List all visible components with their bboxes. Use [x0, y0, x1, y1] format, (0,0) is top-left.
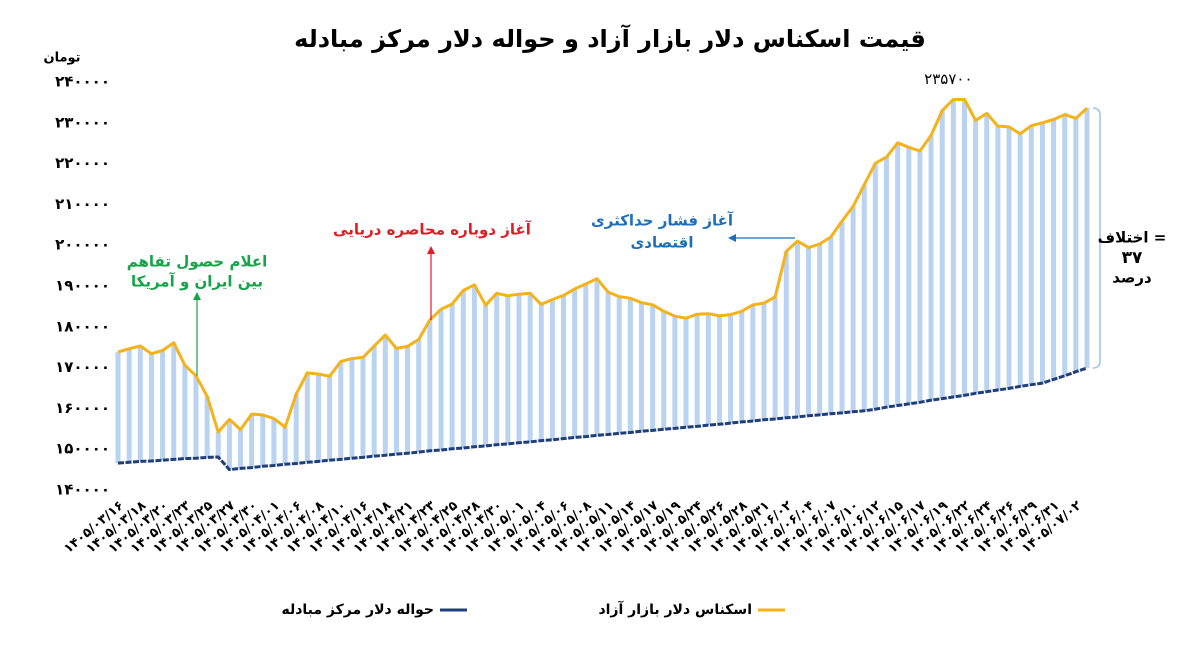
y-tick-label: ۱۷۰۰۰۰: [55, 358, 110, 376]
y-tick-label: ۲۳۰۰۰۰: [55, 113, 110, 131]
legend-label: اسکناس دلار بازار آزاد: [598, 600, 752, 618]
chart-title: قیمت اسکناس دلار بازار آزاد و حواله دلار…: [294, 24, 926, 53]
annotation: آغاز دوباره محاصره دریایی: [333, 221, 532, 239]
y-tick-label: ۲۲۰۰۰۰: [55, 154, 110, 172]
difference-bracket: [1092, 107, 1101, 369]
annotation: ۳۷: [1122, 248, 1143, 268]
arrow-head: [728, 234, 736, 242]
legend-item: اسکناس دلار بازار آزاد: [598, 600, 785, 618]
y-tick-label: ۱۴۰۰۰۰: [55, 481, 110, 499]
y-tick-label: ۱۸۰۰۰۰: [55, 317, 110, 335]
legend-item: حواله دلار مرکز مبادله: [281, 602, 467, 618]
arrow-head: [427, 246, 435, 254]
series-line: [117, 98, 1089, 434]
annotation: درصد: [1112, 269, 1152, 287]
legend-label: حواله دلار مرکز مبادله: [281, 602, 434, 618]
y-tick-label: ۲۰۰۰۰۰: [55, 236, 110, 254]
y-tick-label: ۱۹۰۰۰۰: [55, 277, 110, 295]
y-tick-label: ۲۱۰۰۰۰: [55, 195, 110, 213]
annotation: بین ایران و آمریکا: [131, 273, 263, 291]
annotation: اعلام حصول تفاهم: [127, 253, 267, 271]
y-tick-label: ۱۶۰۰۰۰: [55, 399, 110, 417]
series-line: [117, 366, 1088, 472]
y-unit: تومان: [43, 51, 80, 66]
y-tick-label: ۱۵۰۰۰۰: [55, 440, 110, 458]
data-label: ۲۳۵۷۰۰: [924, 70, 972, 88]
y-tick-label: ۲۴۰۰۰۰: [55, 73, 110, 91]
annotation: آغاز فشار حداکثری: [591, 212, 734, 230]
arrow-head: [193, 292, 201, 300]
annotation: اختلاف =: [1098, 229, 1167, 247]
annotation: اقتصادی: [631, 234, 694, 252]
